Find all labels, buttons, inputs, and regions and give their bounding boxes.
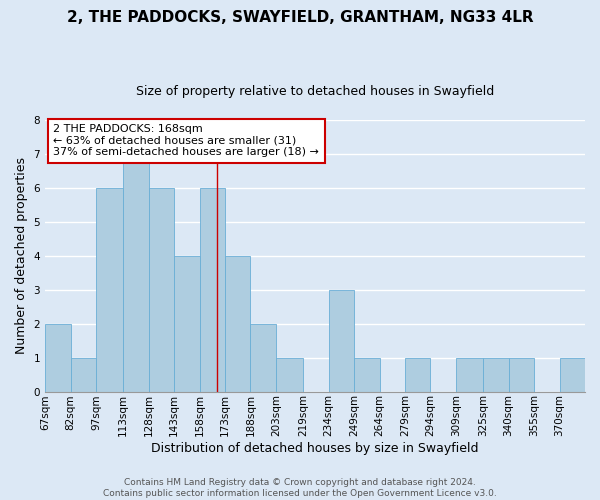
Text: 2 THE PADDOCKS: 168sqm
← 63% of detached houses are smaller (31)
37% of semi-det: 2 THE PADDOCKS: 168sqm ← 63% of detached… bbox=[53, 124, 319, 158]
Text: 2, THE PADDOCKS, SWAYFIELD, GRANTHAM, NG33 4LR: 2, THE PADDOCKS, SWAYFIELD, GRANTHAM, NG… bbox=[67, 10, 533, 25]
Bar bbox=[45, 324, 71, 392]
Bar bbox=[96, 188, 123, 392]
Text: Contains HM Land Registry data © Crown copyright and database right 2024.
Contai: Contains HM Land Registry data © Crown c… bbox=[103, 478, 497, 498]
X-axis label: Distribution of detached houses by size in Swayfield: Distribution of detached houses by size … bbox=[151, 442, 479, 455]
Bar bbox=[456, 358, 483, 392]
Bar bbox=[71, 358, 96, 392]
Bar bbox=[200, 188, 225, 392]
Bar bbox=[123, 154, 149, 392]
Bar bbox=[329, 290, 354, 392]
Bar bbox=[509, 358, 534, 392]
Y-axis label: Number of detached properties: Number of detached properties bbox=[15, 158, 28, 354]
Title: Size of property relative to detached houses in Swayfield: Size of property relative to detached ho… bbox=[136, 85, 494, 98]
Bar bbox=[405, 358, 430, 392]
Bar bbox=[250, 324, 276, 392]
Bar bbox=[225, 256, 250, 392]
Bar bbox=[560, 358, 585, 392]
Bar bbox=[276, 358, 303, 392]
Bar bbox=[174, 256, 200, 392]
Bar bbox=[483, 358, 509, 392]
Bar bbox=[354, 358, 380, 392]
Bar bbox=[149, 188, 174, 392]
